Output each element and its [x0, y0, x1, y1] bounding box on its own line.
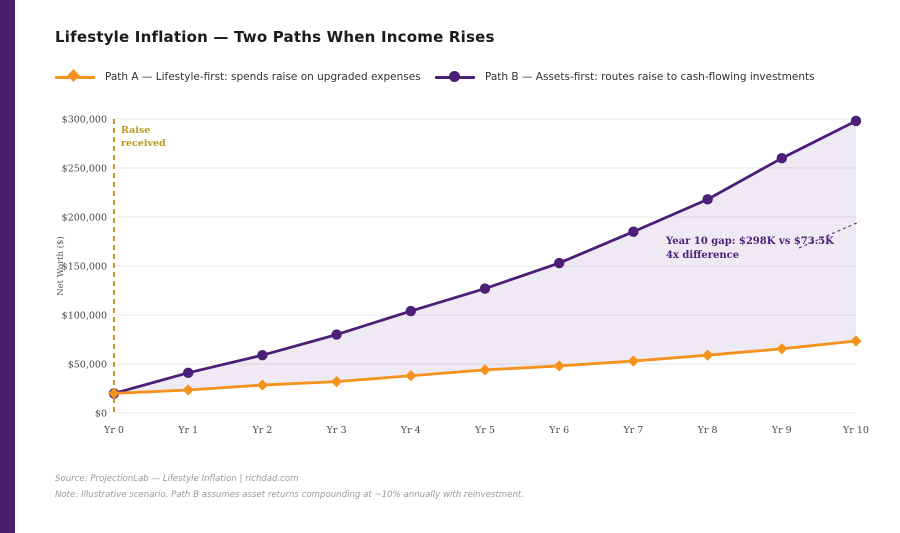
path-a-marker: [331, 376, 343, 388]
raise-received-label: received: [121, 138, 166, 149]
x-tick-label: Yr 7: [622, 425, 643, 436]
x-tick-label: Yr 4: [400, 425, 421, 436]
path-a-marker: [776, 343, 788, 355]
scenario-note: Note: Illustrative scenario. Path B assu…: [55, 490, 525, 500]
path-b-marker: [183, 367, 194, 379]
path-a-marker: [702, 349, 714, 361]
chart-footer: Source: ProjectionLab — Lifestyle Inflat…: [55, 471, 524, 503]
left-accent-bar: [0, 0, 15, 533]
path-a-marker: [405, 370, 417, 382]
y-tick-label: $100,000: [62, 311, 107, 322]
legend-item-path-a: Path A — Lifestyle-first: spends raise o…: [55, 66, 421, 88]
path-b-marker: [331, 329, 342, 340]
path-b-marker: [479, 283, 491, 294]
path-b-marker: [702, 194, 713, 205]
x-tick-label: Yr 0: [103, 425, 124, 436]
path-a-marker: [108, 387, 120, 399]
year10-gap-annotation: Year 10 gap: $298K vs $73.5K: [665, 236, 834, 247]
path-b-legend-marker-icon: [435, 70, 475, 84]
x-tick-label: Yr 2: [251, 425, 272, 436]
chart-title: Lifestyle Inflation — Two Paths When Inc…: [55, 28, 495, 46]
annotation-connector-line: [798, 221, 860, 249]
year10-gap-annotation: 4x difference: [666, 250, 739, 261]
path-b-marker: [850, 115, 862, 127]
path-b-marker: [776, 153, 787, 164]
legend-label-path-b: Path B — Assets-first: routes raise to c…: [485, 71, 815, 83]
y-tick-label: $200,000: [62, 213, 107, 224]
x-tick-label: Yr 9: [771, 425, 792, 436]
source-note: Source: ProjectionLab — Lifestyle Inflat…: [55, 474, 299, 484]
path-a-marker: [182, 384, 194, 396]
x-tick-label: Yr 6: [548, 425, 569, 436]
x-tick-label: Yr 3: [326, 425, 347, 436]
x-tick-label: Yr 8: [697, 425, 718, 436]
path-b-marker: [405, 305, 416, 317]
raise-received-label: Raise: [121, 125, 150, 136]
y-tick-label: $250,000: [62, 164, 107, 175]
path-a-legend-marker-icon: [55, 69, 95, 84]
x-tick-label: Yr 10: [842, 425, 869, 436]
path-a-marker: [553, 360, 565, 372]
line-chart: $0 $50,000 $100,000 $150,000 $200,000 $250,00…: [55, 115, 869, 437]
y-tick-label: $150,000: [62, 262, 107, 273]
path-b-marker: [628, 226, 639, 237]
y-tick-label: $50,000: [68, 360, 107, 371]
y-tick-label: $0: [95, 409, 107, 420]
gap-area: [114, 120, 856, 394]
x-tick-label: Yr 1: [177, 425, 198, 436]
legend-item-path-b: Path B — Assets-first: routes raise to c…: [435, 66, 815, 88]
x-tick-label: Yr 5: [474, 425, 495, 436]
path-b-marker: [257, 349, 268, 361]
path-b-marker: [554, 257, 565, 269]
legend: Path A — Lifestyle-first: spends raise o…: [55, 66, 885, 88]
y-tick-label: $300,000: [62, 115, 107, 126]
path-a-marker: [479, 364, 491, 376]
y-axis-title: Net Worth ($): [55, 236, 66, 296]
path-a-marker: [256, 379, 268, 391]
legend-label-path-a: Path A — Lifestyle-first: spends raise o…: [105, 71, 421, 83]
path-a-marker: [627, 355, 639, 367]
